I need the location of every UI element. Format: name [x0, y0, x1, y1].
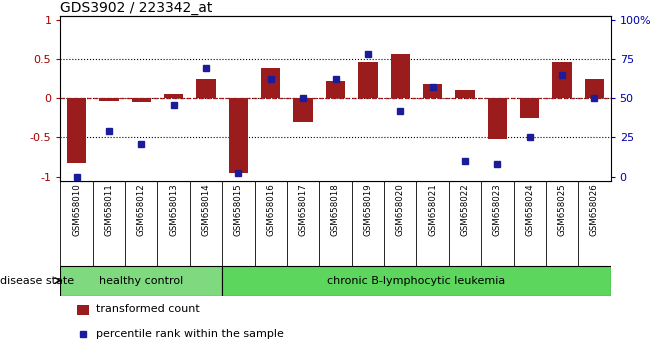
Text: GSM658012: GSM658012 — [137, 183, 146, 236]
Text: healthy control: healthy control — [99, 275, 183, 286]
Text: GSM658019: GSM658019 — [364, 183, 372, 236]
Text: percentile rank within the sample: percentile rank within the sample — [96, 329, 284, 339]
Text: GSM658010: GSM658010 — [72, 183, 81, 236]
Text: GSM658024: GSM658024 — [525, 183, 534, 236]
Text: disease state: disease state — [0, 275, 74, 286]
Text: GSM658016: GSM658016 — [266, 183, 275, 236]
Bar — [391, 53, 410, 98]
Text: GSM658017: GSM658017 — [299, 183, 307, 236]
Text: GSM658015: GSM658015 — [234, 183, 243, 236]
Bar — [60, 266, 222, 296]
Text: GSM658013: GSM658013 — [169, 183, 178, 236]
Text: transformed count: transformed count — [96, 304, 200, 314]
Bar — [164, 94, 183, 98]
Bar — [488, 98, 507, 139]
Text: GSM658018: GSM658018 — [331, 183, 340, 236]
Text: GSM658023: GSM658023 — [493, 183, 502, 236]
Text: GSM658011: GSM658011 — [105, 183, 113, 236]
Text: GSM658021: GSM658021 — [428, 183, 437, 236]
Text: GSM658014: GSM658014 — [201, 183, 211, 236]
Bar — [293, 98, 313, 122]
Bar — [99, 98, 119, 101]
Bar — [222, 266, 611, 296]
Text: GSM658025: GSM658025 — [558, 183, 566, 236]
Bar — [77, 305, 89, 315]
Bar — [197, 79, 216, 98]
Bar — [261, 68, 280, 98]
Bar — [326, 81, 345, 98]
Text: GSM658022: GSM658022 — [460, 183, 470, 236]
Bar — [520, 98, 539, 118]
Bar — [584, 79, 604, 98]
Bar — [67, 98, 87, 162]
Bar — [455, 90, 474, 98]
Bar — [358, 62, 378, 98]
Bar — [229, 98, 248, 173]
Text: GSM658026: GSM658026 — [590, 183, 599, 236]
Text: chronic B-lymphocytic leukemia: chronic B-lymphocytic leukemia — [327, 275, 505, 286]
Text: GDS3902 / 223342_at: GDS3902 / 223342_at — [60, 1, 213, 15]
Text: GSM658020: GSM658020 — [396, 183, 405, 236]
Bar — [132, 98, 151, 102]
Bar — [423, 84, 442, 98]
Bar — [552, 62, 572, 98]
